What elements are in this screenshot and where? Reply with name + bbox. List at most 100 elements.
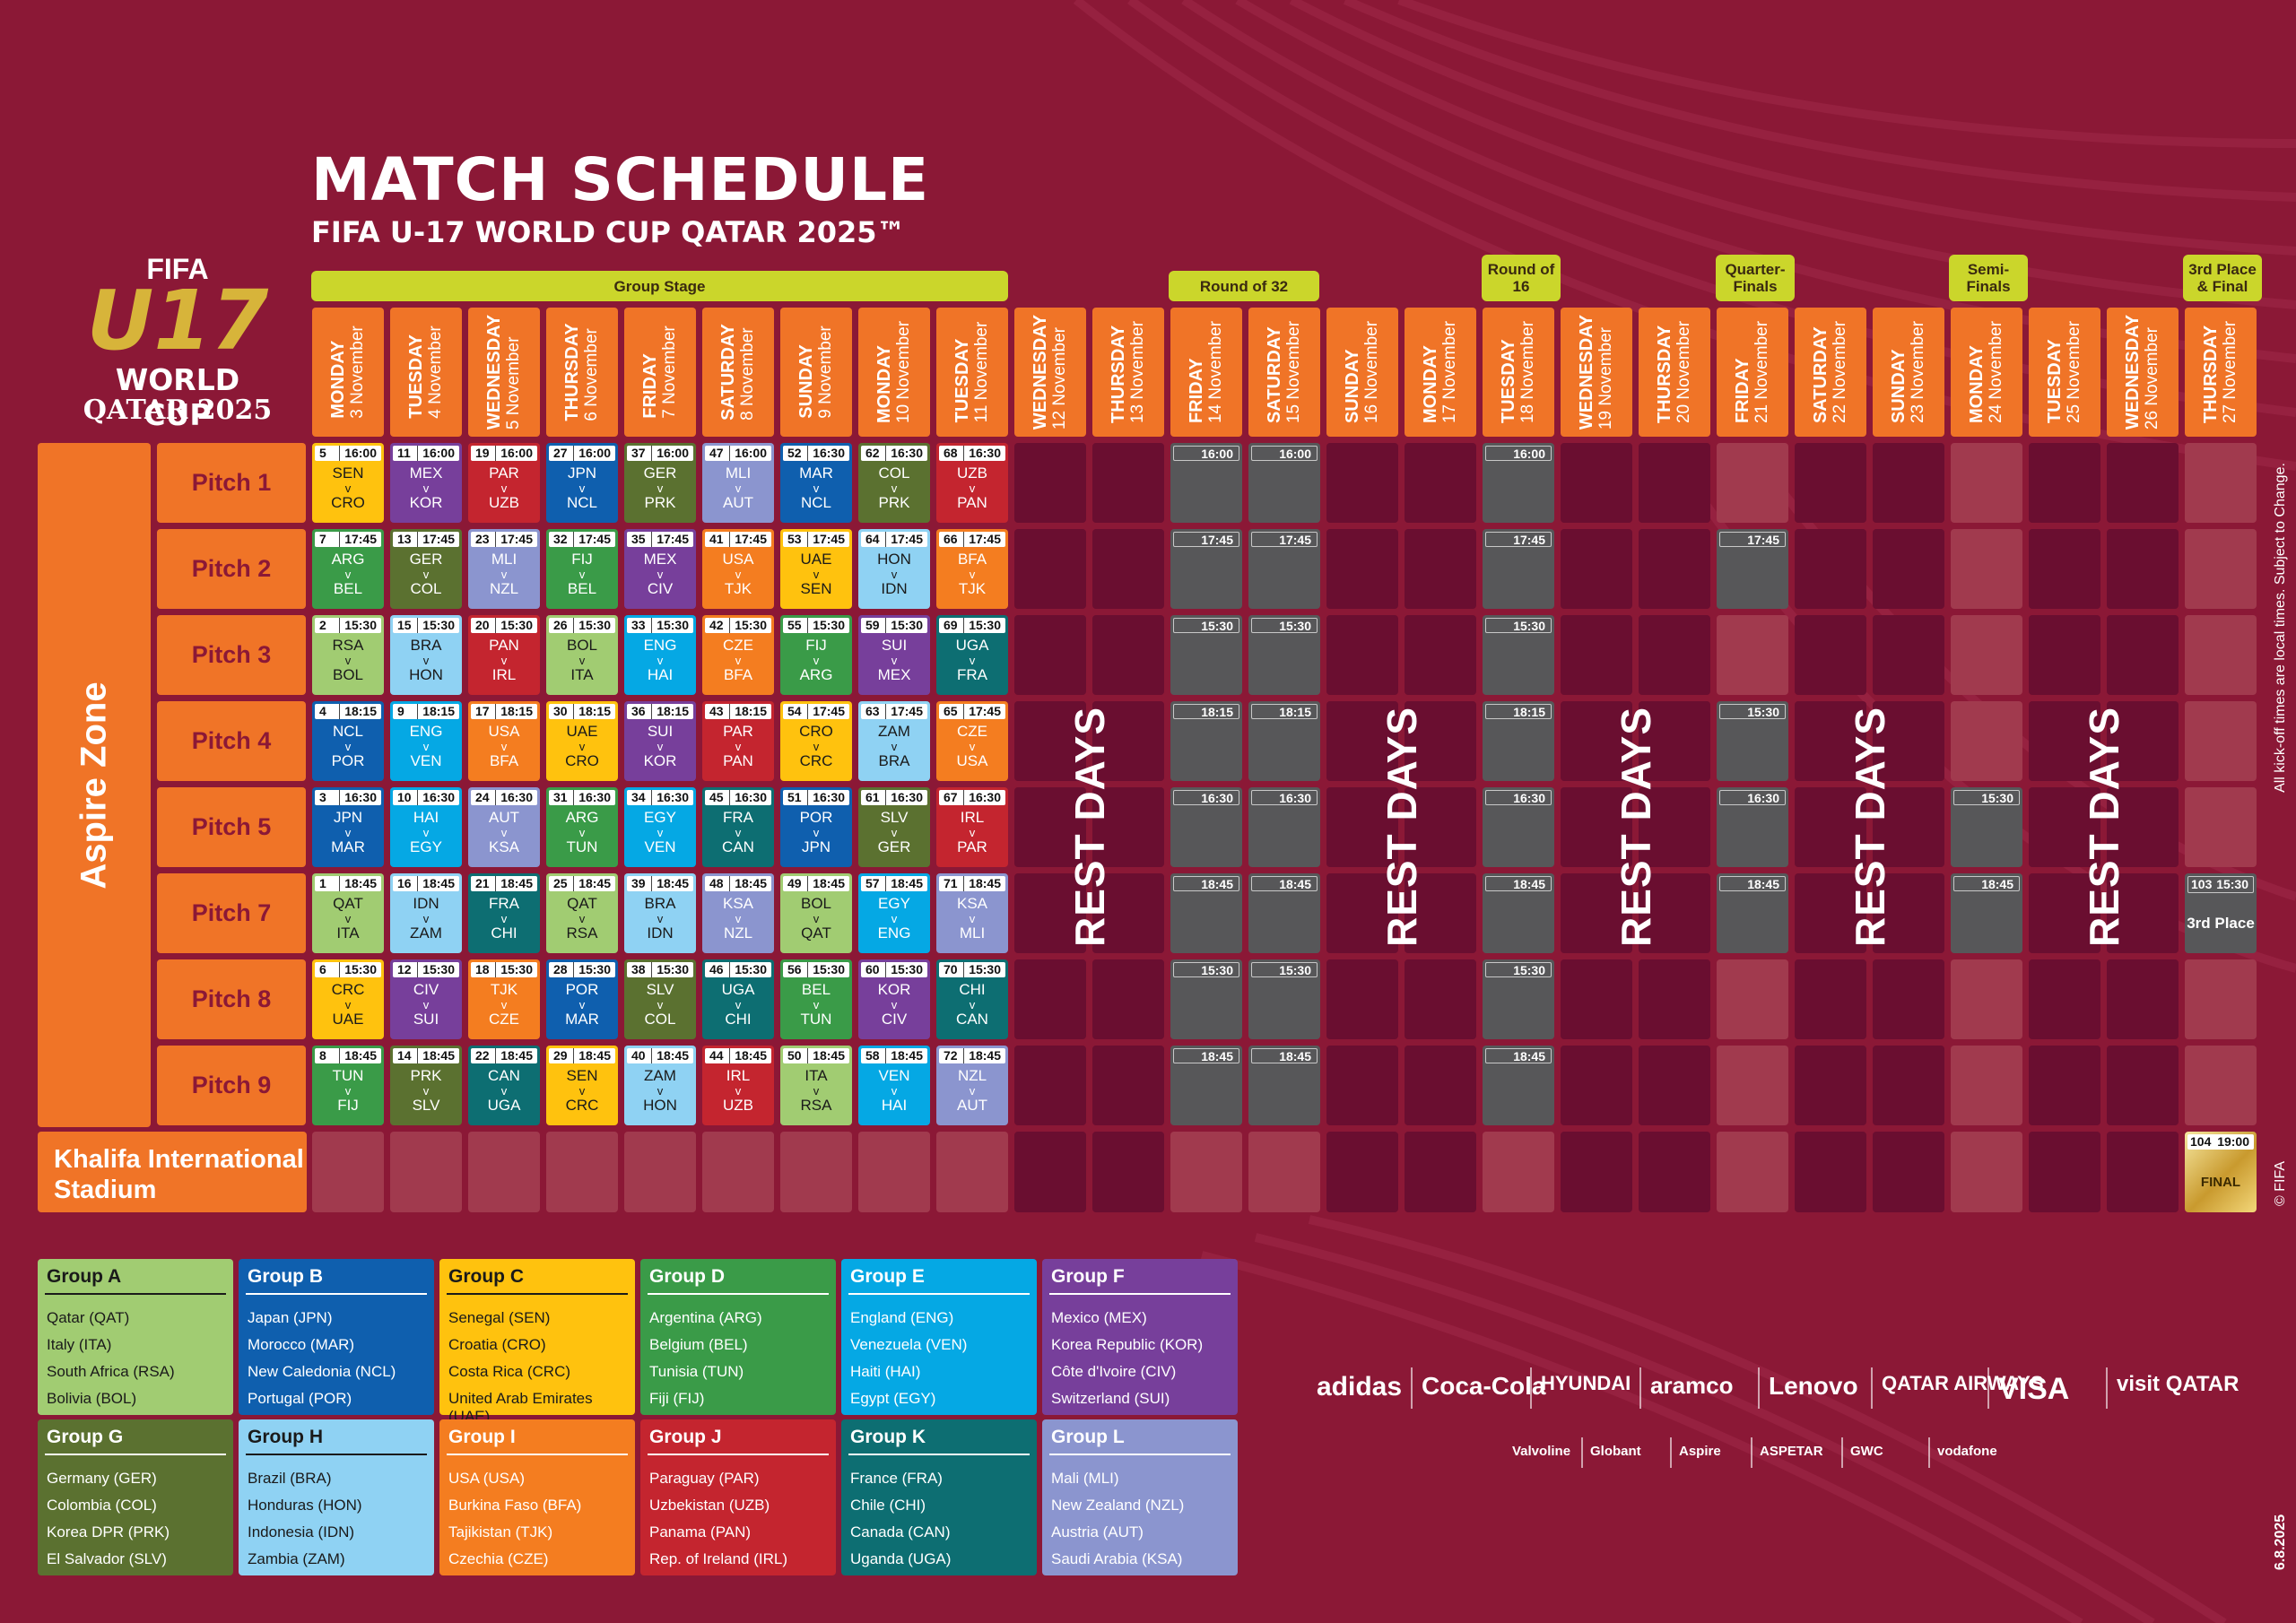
knockout-slot[interactable]: 18:45	[1170, 873, 1242, 953]
knockout-slot[interactable]: 18:45	[1248, 873, 1320, 953]
match-card[interactable]: 15 15:30 BRA v HON	[390, 615, 462, 695]
match-card[interactable]: 64 17:45 HON v IDN	[858, 529, 930, 609]
match-card[interactable]: 46 15:30 UGA v CHI	[702, 959, 774, 1039]
match-card[interactable]: 61 16:30 SLV v GER	[858, 787, 930, 867]
match-card[interactable]: 45 16:30 FRA v CAN	[702, 787, 774, 867]
match-card[interactable]: 4 18:15 NCL v POR	[312, 701, 384, 781]
match-card[interactable]: 18 15:30 TJK v CZE	[468, 959, 540, 1039]
match-card[interactable]: 59 15:30 SUI v MEX	[858, 615, 930, 695]
knockout-slot[interactable]: 18:45	[1717, 873, 1788, 953]
knockout-slot[interactable]: 18:45	[1248, 1046, 1320, 1125]
knockout-slot[interactable]: 15:30	[1170, 959, 1242, 1039]
match-card[interactable]: 9 18:15 ENG v VEN	[390, 701, 462, 781]
match-card[interactable]: 30 18:15 UAE v CRO	[546, 701, 618, 781]
match-card[interactable]: 10 16:30 HAI v EGY	[390, 787, 462, 867]
match-card[interactable]: 7 17:45 ARG v BEL	[312, 529, 384, 609]
knockout-slot[interactable]: 15:30	[1483, 959, 1554, 1039]
match-card[interactable]: 50 18:45 ITA v RSA	[780, 1046, 852, 1125]
match-card[interactable]: 42 15:30 CZE v BFA	[702, 615, 774, 695]
match-card[interactable]: 55 15:30 FIJ v ARG	[780, 615, 852, 695]
match-card[interactable]: 44 18:45 IRL v UZB	[702, 1046, 774, 1125]
knockout-slot[interactable]: 18:15	[1483, 701, 1554, 781]
match-card[interactable]: 3 16:30 JPN v MAR	[312, 787, 384, 867]
match-card[interactable]: 34 16:30 EGY v VEN	[624, 787, 696, 867]
knockout-slot[interactable]: 15:30	[1170, 615, 1242, 695]
match-card[interactable]: 27 16:00 JPN v NCL	[546, 443, 618, 523]
match-card[interactable]: 57 18:45 EGY v ENG	[858, 873, 930, 953]
match-card[interactable]: 60 15:30 KOR v CIV	[858, 959, 930, 1039]
match-card[interactable]: 31 16:30 ARG v TUN	[546, 787, 618, 867]
match-card[interactable]: 49 18:45 BOL v QAT	[780, 873, 852, 953]
match-card[interactable]: 65 17:45 CZE v USA	[936, 701, 1008, 781]
match-card[interactable]: 71 18:45 KSA v MLI	[936, 873, 1008, 953]
match-card[interactable]: 16 18:45 IDN v ZAM	[390, 873, 462, 953]
knockout-slot[interactable]: 15:30	[1717, 701, 1788, 781]
final-match[interactable]: 104 19:00 FINAL	[2185, 1132, 2257, 1212]
match-card[interactable]: 32 17:45 FIJ v BEL	[546, 529, 618, 609]
knockout-slot[interactable]: 18:45	[1170, 1046, 1242, 1125]
match-card[interactable]: 58 18:45 VEN v HAI	[858, 1046, 930, 1125]
match-card[interactable]: 11 16:00 MEX v KOR	[390, 443, 462, 523]
knockout-slot[interactable]: 18:45	[1483, 873, 1554, 953]
knockout-slot[interactable]: 18:15	[1170, 701, 1242, 781]
match-card[interactable]: 6 15:30 CRC v UAE	[312, 959, 384, 1039]
match-card[interactable]: 21 18:45 FRA v CHI	[468, 873, 540, 953]
match-card[interactable]: 69 15:30 UGA v FRA	[936, 615, 1008, 695]
match-card[interactable]: 37 16:00 GER v PRK	[624, 443, 696, 523]
knockout-slot[interactable]: 17:45	[1248, 529, 1320, 609]
match-card[interactable]: 53 17:45 UAE v SEN	[780, 529, 852, 609]
match-card[interactable]: 35 17:45 MEX v CIV	[624, 529, 696, 609]
knockout-slot[interactable]: 18:45	[1483, 1046, 1554, 1125]
knockout-slot[interactable]: 16:30	[1483, 787, 1554, 867]
match-card[interactable]: 52 16:30 MAR v NCL	[780, 443, 852, 523]
match-card[interactable]: 5 16:00 SEN v CRO	[312, 443, 384, 523]
match-card[interactable]: 36 18:15 SUI v KOR	[624, 701, 696, 781]
match-card[interactable]: 17 18:15 USA v BFA	[468, 701, 540, 781]
match-card[interactable]: 33 15:30 ENG v HAI	[624, 615, 696, 695]
match-card[interactable]: 70 15:30 CHI v CAN	[936, 959, 1008, 1039]
match-card[interactable]: 51 16:30 POR v JPN	[780, 787, 852, 867]
knockout-slot[interactable]: 16:30	[1248, 787, 1320, 867]
knockout-slot[interactable]: 17:45	[1483, 529, 1554, 609]
knockout-slot[interactable]: 18:45	[1951, 873, 2022, 953]
match-card[interactable]: 24 16:30 AUT v KSA	[468, 787, 540, 867]
match-card[interactable]: 8 18:45 TUN v FIJ	[312, 1046, 384, 1125]
match-card[interactable]: 22 18:45 CAN v UGA	[468, 1046, 540, 1125]
knockout-slot[interactable]: 15:30	[1248, 959, 1320, 1039]
match-card[interactable]: 13 17:45 GER v COL	[390, 529, 462, 609]
knockout-slot[interactable]: 17:45	[1717, 529, 1788, 609]
match-card[interactable]: 25 18:45 QAT v RSA	[546, 873, 618, 953]
knockout-slot[interactable]: 16:00	[1170, 443, 1242, 523]
match-card[interactable]: 12 15:30 CIV v SUI	[390, 959, 462, 1039]
match-card[interactable]: 56 15:30 BEL v TUN	[780, 959, 852, 1039]
match-card[interactable]: 67 16:30 IRL v PAR	[936, 787, 1008, 867]
match-card[interactable]: 19 16:00 PAR v UZB	[468, 443, 540, 523]
third-place-match[interactable]: 103 15:30 3rd Place	[2185, 873, 2257, 953]
match-card[interactable]: 63 17:45 ZAM v BRA	[858, 701, 930, 781]
match-card[interactable]: 43 18:15 PAR v PAN	[702, 701, 774, 781]
match-card[interactable]: 41 17:45 USA v TJK	[702, 529, 774, 609]
knockout-slot[interactable]: 16:30	[1170, 787, 1242, 867]
match-card[interactable]: 26 15:30 BOL v ITA	[546, 615, 618, 695]
match-card[interactable]: 20 15:30 PAN v IRL	[468, 615, 540, 695]
match-card[interactable]: 2 15:30 RSA v BOL	[312, 615, 384, 695]
knockout-slot[interactable]: 15:30	[1951, 787, 2022, 867]
knockout-slot[interactable]: 15:30	[1248, 615, 1320, 695]
match-card[interactable]: 68 16:30 UZB v PAN	[936, 443, 1008, 523]
match-card[interactable]: 48 18:45 KSA v NZL	[702, 873, 774, 953]
knockout-slot[interactable]: 16:00	[1248, 443, 1320, 523]
knockout-slot[interactable]: 16:30	[1717, 787, 1788, 867]
knockout-slot[interactable]: 15:30	[1483, 615, 1554, 695]
match-card[interactable]: 54 17:45 CRO v CRC	[780, 701, 852, 781]
match-card[interactable]: 40 18:45 ZAM v HON	[624, 1046, 696, 1125]
match-card[interactable]: 14 18:45 PRK v SLV	[390, 1046, 462, 1125]
knockout-slot[interactable]: 17:45	[1170, 529, 1242, 609]
match-card[interactable]: 28 15:30 POR v MAR	[546, 959, 618, 1039]
match-card[interactable]: 23 17:45 MLI v NZL	[468, 529, 540, 609]
match-card[interactable]: 66 17:45 BFA v TJK	[936, 529, 1008, 609]
match-card[interactable]: 1 18:45 QAT v ITA	[312, 873, 384, 953]
match-card[interactable]: 72 18:45 NZL v AUT	[936, 1046, 1008, 1125]
knockout-slot[interactable]: 16:00	[1483, 443, 1554, 523]
match-card[interactable]: 47 16:00 MLI v AUT	[702, 443, 774, 523]
match-card[interactable]: 38 15:30 SLV v COL	[624, 959, 696, 1039]
